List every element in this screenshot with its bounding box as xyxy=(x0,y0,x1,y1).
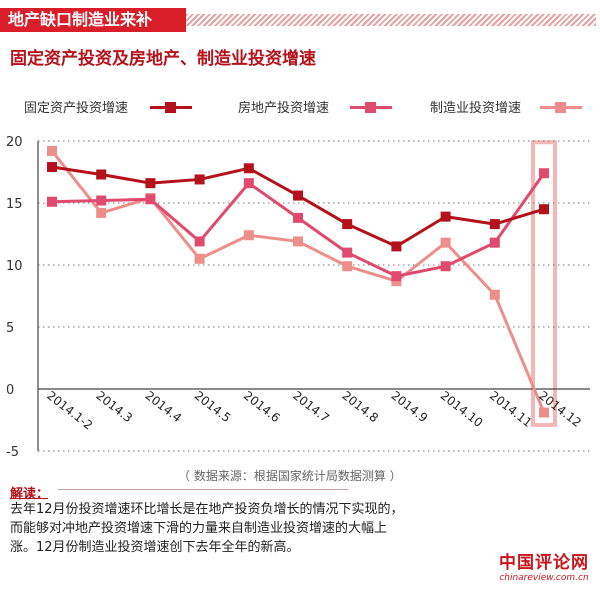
data-point-series-3 xyxy=(47,145,57,156)
data-point-series-3 xyxy=(96,207,107,218)
legend-marker-series-3 xyxy=(555,102,566,113)
data-point-series-3 xyxy=(539,407,549,418)
series-line-3 xyxy=(50,149,546,414)
x-tick-label: 2014.3 xyxy=(93,388,135,425)
data-point-series-3 xyxy=(243,230,254,241)
data-point-series-1 xyxy=(342,219,353,230)
x-tick-label: 2014.9 xyxy=(389,388,431,425)
note-body: 去年12月份投资增速环比增长是在地产投资负增长的情况下实现的，而能够对冲地产投资… xyxy=(10,502,404,555)
data-point-series-3 xyxy=(194,253,205,264)
data-point-series-2 xyxy=(440,261,451,272)
banner-title: 地产缺口制造业来补 xyxy=(8,10,153,29)
highlight-box xyxy=(531,140,557,427)
logo-name: 中国评论网 xyxy=(499,553,589,573)
x-tick-label: 2014.4 xyxy=(143,388,185,425)
y-tick-label: 20 xyxy=(6,135,23,150)
legend-marker-series-1 xyxy=(165,102,176,113)
data-point-series-2 xyxy=(489,237,500,248)
data-point-series-3 xyxy=(440,237,451,248)
data-point-series-3 xyxy=(342,261,353,272)
note-heading-underline xyxy=(10,498,48,499)
x-tick-label: 2014.6 xyxy=(241,388,283,425)
data-point-series-2 xyxy=(391,271,402,282)
data-point-series-1 xyxy=(539,204,549,215)
data-point-series-1 xyxy=(194,174,205,185)
data-point-series-1 xyxy=(47,162,57,173)
chart-subtitle: 固定资产投资及房地产、制造业投资增速 xyxy=(10,49,316,69)
data-point-series-2 xyxy=(47,196,57,207)
data-point-series-1 xyxy=(391,241,402,252)
x-tick-label: 2014.11 xyxy=(487,388,535,430)
data-point-series-3 xyxy=(489,289,500,300)
y-tick-label: 10 xyxy=(6,259,23,274)
data-point-series-1 xyxy=(96,169,107,180)
legend-marker-series-2 xyxy=(365,102,376,113)
y-tick-label: -5 xyxy=(6,445,19,460)
data-point-series-1 xyxy=(293,190,303,201)
title-banner xyxy=(0,8,186,32)
x-tick-label: 2014.7 xyxy=(290,388,332,425)
data-point-series-2 xyxy=(96,195,107,206)
site-logo: 中国评论网 chinareview.com.cn xyxy=(492,548,596,583)
legend-label-series-1: 固定资产投资增速 xyxy=(24,101,129,116)
legend-label-series-2: 房地产投资增速 xyxy=(238,101,330,116)
data-point-series-2 xyxy=(243,178,254,189)
y-tick-label: 15 xyxy=(6,197,23,212)
data-point-series-2 xyxy=(539,168,549,179)
series-line-2 xyxy=(51,172,546,278)
data-point-series-2 xyxy=(293,212,303,223)
y-tick-label: 5 xyxy=(6,321,14,336)
data-point-series-2 xyxy=(145,194,156,205)
data-point-series-1 xyxy=(243,163,254,174)
x-tick-label: 2014.8 xyxy=(339,388,381,425)
data-point-series-1 xyxy=(440,211,451,222)
data-point-series-2 xyxy=(194,236,205,247)
data-point-series-1 xyxy=(489,219,500,230)
logo-url: chinareview.com.cn xyxy=(499,573,589,583)
banner-stripes xyxy=(186,14,596,26)
x-tick-label: 2014.5 xyxy=(192,388,234,425)
data-source: （ 数据来源：根据国家统计局数据测算 ） xyxy=(178,469,402,483)
x-tick-label: 2014.10 xyxy=(438,388,486,430)
legend-label-series-3: 制造业投资增速 xyxy=(430,101,522,116)
note-divider xyxy=(58,489,348,490)
data-point-series-3 xyxy=(293,236,303,247)
y-tick-label: 0 xyxy=(6,383,14,398)
x-tick-label: 2014.1-2 xyxy=(44,388,95,432)
data-point-series-1 xyxy=(145,178,156,189)
data-point-series-2 xyxy=(342,247,353,258)
